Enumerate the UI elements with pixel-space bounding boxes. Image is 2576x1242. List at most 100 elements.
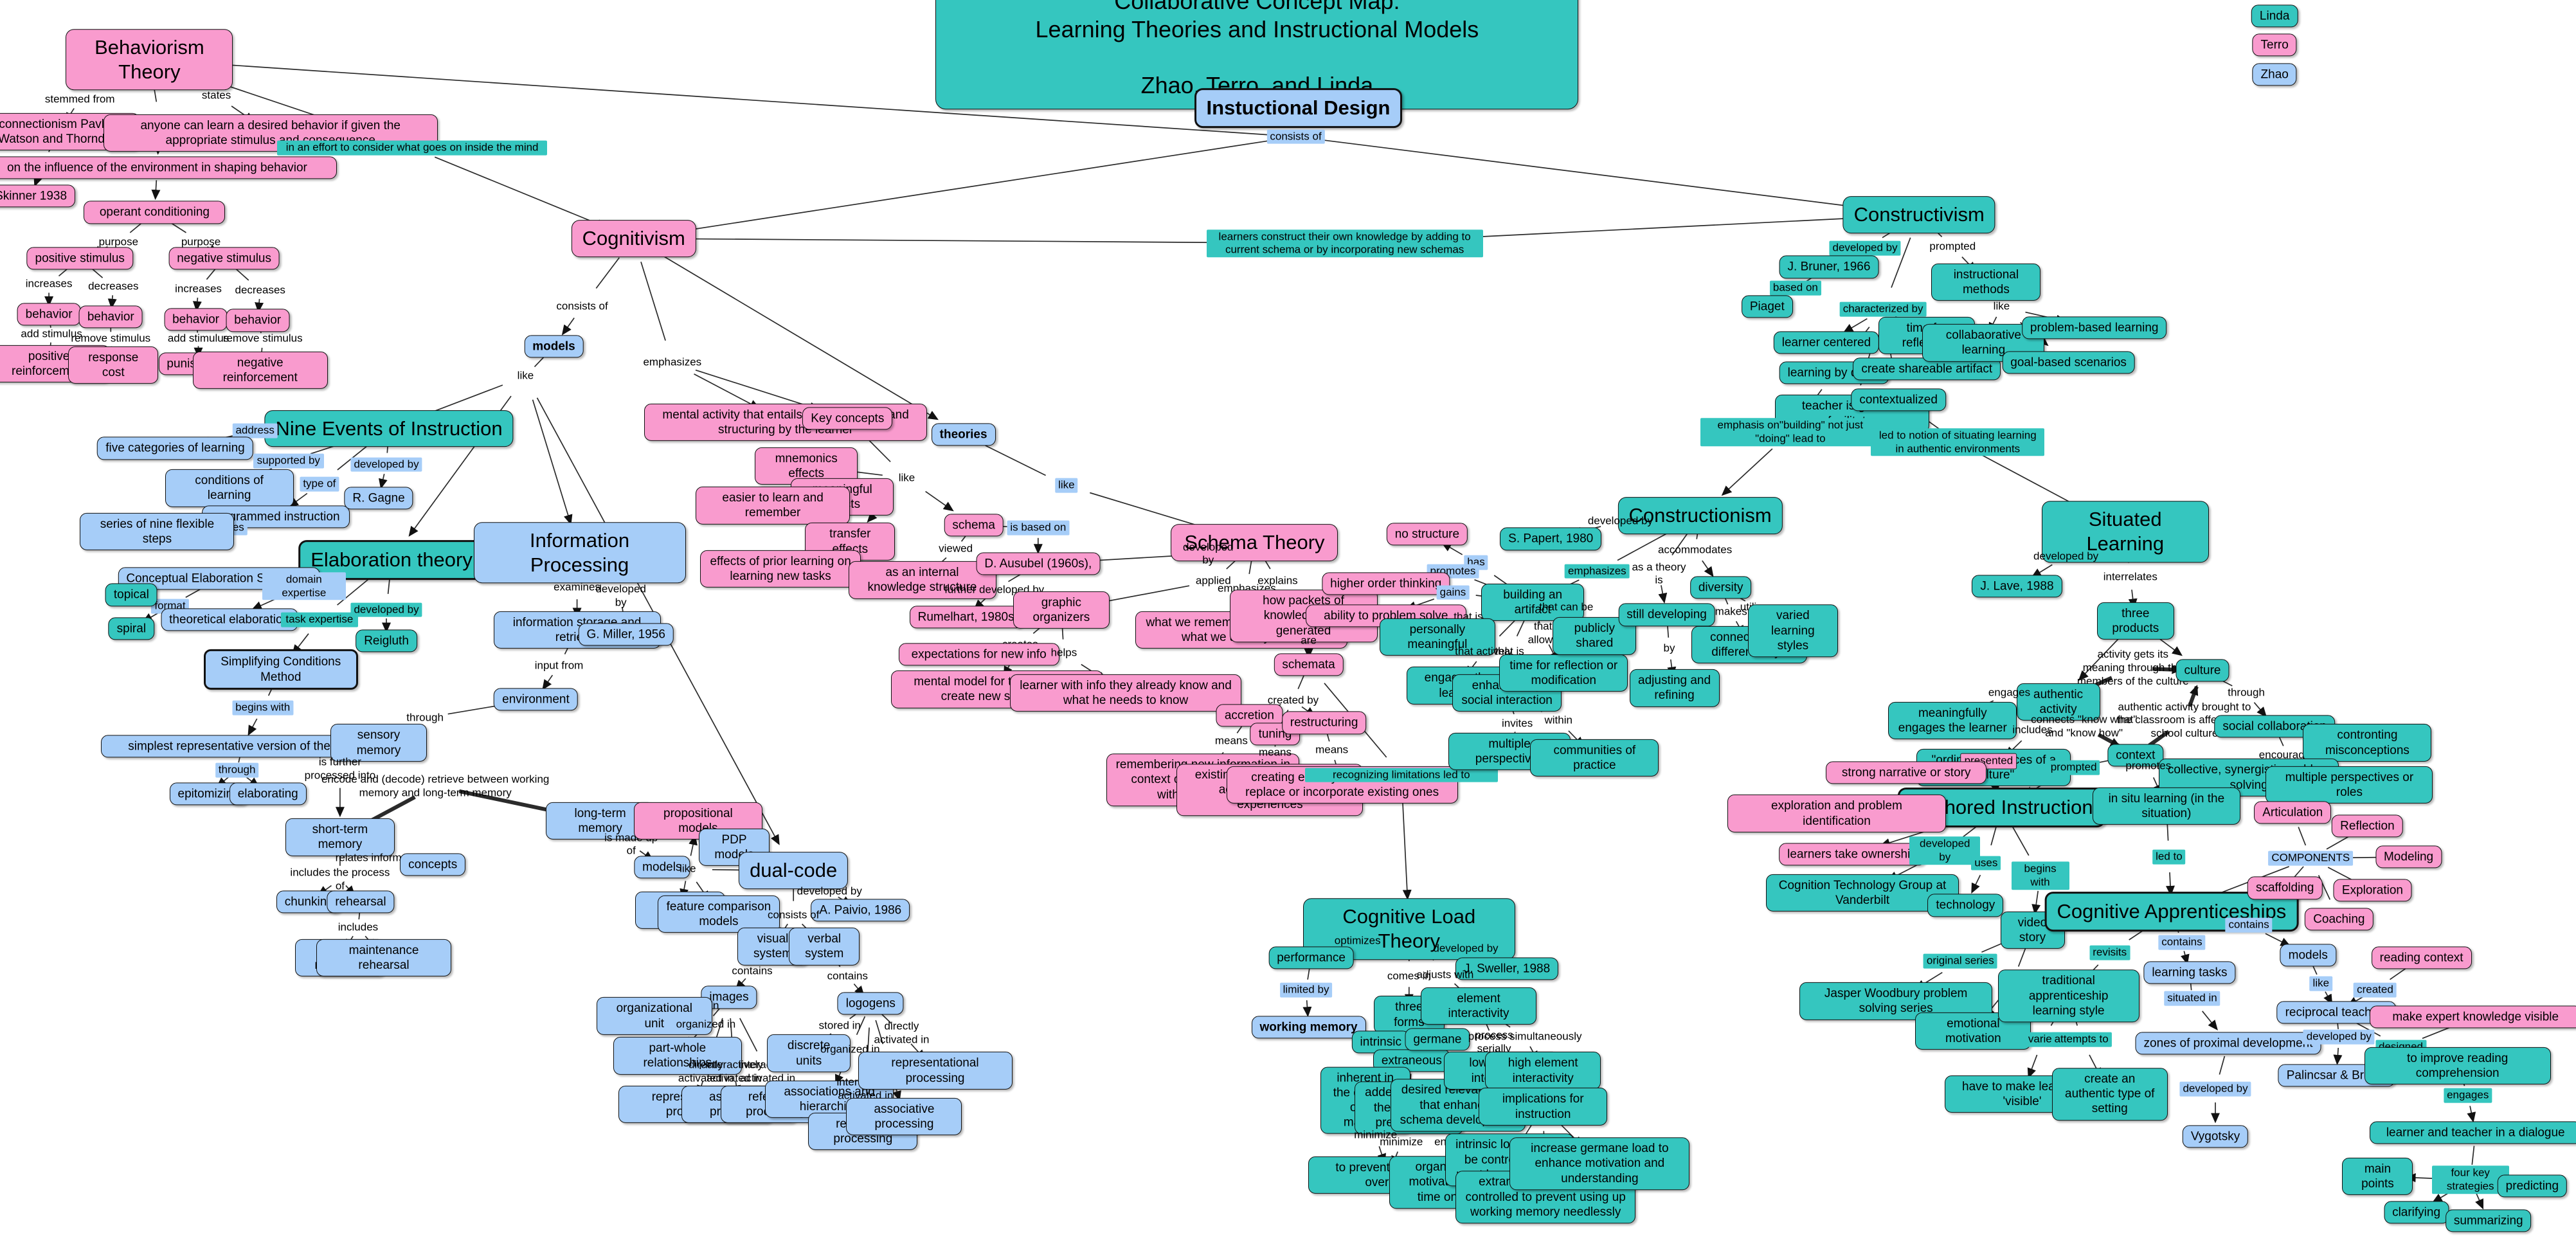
context[interactable]: context <box>2107 744 2164 767</box>
sensory-memory[interactable]: sensory memory <box>330 724 428 762</box>
g-miller[interactable]: G. Miller, 1956 <box>578 623 674 646</box>
restructuring[interactable]: restructuring <box>1281 711 1367 735</box>
clarifying[interactable]: clarifying <box>2384 1201 2449 1224</box>
scm[interactable]: Simplifying Conditions Method <box>203 649 358 690</box>
dual-code[interactable]: dual-code <box>739 852 849 890</box>
culture[interactable]: culture <box>2175 659 2229 682</box>
vygotsky[interactable]: Vygotsky <box>2182 1125 2249 1148</box>
element-interactivity[interactable]: element interactivity <box>1421 987 1537 1025</box>
instructional-design[interactable]: Instuctional Design <box>1194 88 1403 128</box>
meaningfully-engages[interactable]: meaningfully engages the learner <box>1888 701 2017 739</box>
j-bruner[interactable]: J. Bruner, 1966 <box>1779 255 1879 278</box>
legend-zhao[interactable]: Zhao <box>2252 63 2297 86</box>
contronting[interactable]: contronting misconceptions <box>2303 724 2432 762</box>
organizational-unit[interactable]: organizational unit <box>596 997 712 1035</box>
negative-stimulus[interactable]: negative stimulus <box>168 247 280 270</box>
easier-learn[interactable]: easier to learn and remember <box>696 487 851 525</box>
strong-narrative[interactable]: strong narrative or story <box>1826 761 1987 784</box>
time-reflection-mod[interactable]: time for reflection or modification <box>1499 654 1628 692</box>
theories[interactable]: theories <box>931 423 996 446</box>
exploration[interactable]: Exploration <box>2333 879 2411 902</box>
legend-linda[interactable]: Linda <box>2251 4 2298 28</box>
r-gagne[interactable]: R. Gagne <box>344 487 413 510</box>
repr-proc-log[interactable]: representational processing <box>858 1052 1013 1090</box>
no-structure[interactable]: no structure <box>1386 523 1468 546</box>
higher-order[interactable]: higher order thinking <box>1322 572 1450 595</box>
topical[interactable]: topical <box>105 583 158 607</box>
response-cost[interactable]: response cost <box>68 346 159 384</box>
elaborating[interactable]: elaborating <box>229 782 307 806</box>
images[interactable]: images <box>701 986 757 1009</box>
diversity[interactable]: diversity <box>1689 576 1752 599</box>
expectations[interactable]: expectations for new info <box>898 643 1059 666</box>
d-ausubel[interactable]: D. Ausubel (1960s), <box>976 552 1101 575</box>
learner-teacher[interactable]: learner and teacher in a dialogue <box>2369 1121 2576 1144</box>
nine-events[interactable]: Nine Events of Instruction <box>264 410 514 447</box>
verbal-system[interactable]: verbal system <box>789 928 860 966</box>
adjusting-refining[interactable]: adjusting and refining <box>1629 669 1720 707</box>
germane[interactable]: germane <box>1405 1028 1470 1051</box>
series-nine[interactable]: series of nine flexible steps <box>80 512 235 551</box>
legend-terro[interactable]: Terro <box>2252 33 2297 57</box>
concepts[interactable]: concepts <box>400 853 466 876</box>
j-lave[interactable]: J. Lave, 1988 <box>1972 575 2062 598</box>
effects-prior[interactable]: effects of prior learning on learning ne… <box>700 550 861 588</box>
conditions-learning[interactable]: conditions of learning <box>165 469 294 507</box>
scaffolding[interactable]: scaffolding <box>2247 876 2323 899</box>
positive-stimulus[interactable]: positive stimulus <box>26 247 133 270</box>
logogens[interactable]: logogens <box>837 992 904 1015</box>
to-improve-reading[interactable]: to improve reading comprehension <box>2364 1047 2551 1084</box>
increase-germane[interactable]: increase germane load to enhance motivat… <box>1509 1137 1690 1191</box>
discrete-units[interactable]: discrete units <box>767 1034 851 1072</box>
create-authentic[interactable]: create an authentic type of setting <box>2051 1068 2168 1120</box>
exploration-problem-id[interactable]: exploration and problem identification <box>1727 795 1946 833</box>
behavior-l2[interactable]: behavior <box>78 305 143 328</box>
rumelhart[interactable]: Rumelhart, 1980s <box>909 606 1023 629</box>
problem-based[interactable]: problem-based learning <box>2021 316 2167 339</box>
technology[interactable]: technology <box>1927 894 2004 917</box>
skinner[interactable]: Skinner 1938 <box>0 184 76 208</box>
info-processing[interactable]: Information Processing <box>473 521 686 584</box>
part-whole[interactable]: part-whole relationships <box>613 1037 742 1075</box>
environment[interactable]: environment <box>494 688 578 711</box>
schema[interactable]: schema <box>944 514 1004 537</box>
working-memory[interactable]: working memory <box>1251 1016 1366 1039</box>
performance[interactable]: performance <box>1268 946 1354 969</box>
reigluth[interactable]: Reigluth <box>356 629 417 652</box>
models-ca[interactable]: models <box>2280 944 2336 967</box>
situated-learning[interactable]: Situated Learning <box>2041 501 2209 562</box>
cognitivism[interactable]: Cognitivism <box>571 220 696 257</box>
schema-theory[interactable]: Schema Theory <box>1171 524 1338 562</box>
varied-styles[interactable]: varied learning styles <box>1747 604 1838 658</box>
schemata[interactable]: schemata <box>1274 653 1344 676</box>
piaget[interactable]: Piaget <box>1741 295 1793 318</box>
articulation[interactable]: Articulation <box>2254 800 2332 824</box>
predicting[interactable]: predicting <box>2497 1174 2568 1198</box>
three-products[interactable]: three products <box>2096 602 2174 640</box>
s-papert[interactable]: S. Papert, 1980 <box>1500 527 1602 551</box>
still-developing[interactable]: still developing <box>1618 603 1715 626</box>
influence-env[interactable]: on the influence of the environment in s… <box>0 156 338 179</box>
cognition-technology[interactable]: Cognition Technology Group at Vanderbilt <box>1766 874 1959 912</box>
make-expert[interactable]: make expert knowledge visible <box>2369 1005 2576 1029</box>
high-element[interactable]: high element interactivity <box>1485 1052 1601 1090</box>
theoretical-elab[interactable]: theoretical elaboration <box>161 608 298 631</box>
maintenance-rehearsal[interactable]: maintenance rehearsal <box>316 939 452 977</box>
learning-tasks[interactable]: learning tasks <box>2143 961 2236 984</box>
learners-take-ownership[interactable]: learners take ownership <box>1779 843 1925 866</box>
multiple-perspectives-roles[interactable]: multiple perspectives or roles <box>2265 766 2433 804</box>
key-concepts[interactable]: Key concepts <box>802 407 893 430</box>
zones-proximal[interactable]: zones of proximal development <box>2135 1032 2321 1055</box>
reading-context[interactable]: reading context <box>2371 946 2472 969</box>
negative-reinforcement[interactable]: negative reinforcement <box>192 351 328 389</box>
short-term-memory[interactable]: short-term memory <box>285 818 395 856</box>
behaviorism-theory[interactable]: Behaviorism Theory <box>66 28 233 91</box>
five-categories[interactable]: five categories of learning <box>97 437 253 460</box>
learner-info[interactable]: learner with info they already know and … <box>1010 674 1242 712</box>
assoc-proc-log[interactable]: associative processing <box>846 1097 962 1136</box>
contextualized[interactable]: contextualized <box>1851 388 1946 411</box>
behavior-r2[interactable]: behavior <box>226 309 290 332</box>
operant[interactable]: operant conditioning <box>84 201 226 224</box>
implications[interactable]: implications for instruction <box>1479 1088 1608 1126</box>
clt[interactable]: Cognitive Load Theory <box>1302 898 1515 960</box>
